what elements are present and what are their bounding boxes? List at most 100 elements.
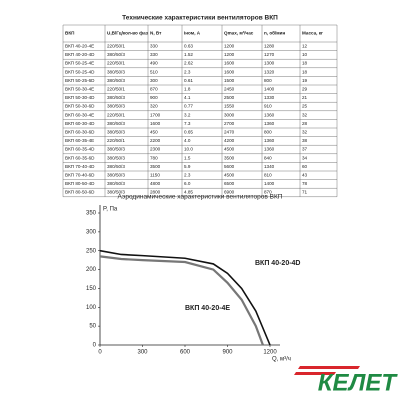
table-cell: 4200 <box>224 138 235 143</box>
curve-label: ВКП 40-20-4E <box>185 305 230 312</box>
table-cell: 2470 <box>224 130 235 135</box>
table-cell: ВКП 40-20-4D <box>65 52 95 57</box>
spec-table: ВКП U,В/Гц/кол-во фаз N, Вт Iном, А Qmax, м³… <box>62 24 338 198</box>
header-cell: N, Вт <box>150 31 162 36</box>
table-cell: 4500 <box>224 147 235 152</box>
table-cell: 380/50/3 <box>107 173 125 178</box>
table-cell: 1330 <box>264 95 275 100</box>
table-cell: 380/50/3 <box>107 130 125 135</box>
table-cell: 3500 <box>224 155 235 160</box>
table-cell: 2.3 <box>184 173 191 178</box>
table-cell: 490 <box>150 61 158 66</box>
table-cell: 37 <box>302 147 308 152</box>
table-cell: 4500 <box>224 173 235 178</box>
table-cell: ВКП 50-25-4Е <box>65 61 94 66</box>
y-tick-label: 150 <box>86 286 97 292</box>
x-tick-label: 300 <box>137 350 148 356</box>
table-cell: ВКП 60-30-4D <box>65 121 95 126</box>
table-cell: 1550 <box>224 104 235 109</box>
table-cell: 0.63 <box>184 44 193 49</box>
table-cell: 0.65 <box>184 130 193 135</box>
table-cell: 34 <box>302 155 308 160</box>
table-cell: 380/50/3 <box>107 95 125 100</box>
table-cell: 4.0 <box>184 138 191 143</box>
header-cell: ВКП <box>65 31 74 36</box>
table-cell: 1.52 <box>184 52 193 57</box>
table-cell: 32 <box>302 112 308 117</box>
table-cell: 2500 <box>224 95 235 100</box>
table-cell: 4.85 <box>184 190 193 195</box>
logo-stripe <box>294 372 336 375</box>
logo-text: КЕЛЕТ <box>318 369 399 396</box>
table-cell: 21 <box>302 95 308 100</box>
table-cell: 910 <box>264 104 272 109</box>
table-cell: 5.9 <box>184 164 191 169</box>
table-cell: ВКП 50-30-4Е <box>65 87 94 92</box>
table-cell: 2800 <box>150 190 161 195</box>
table-cell: 330 <box>150 44 158 49</box>
table-cell: 1270 <box>264 52 275 57</box>
table-cell: 840 <box>264 155 272 160</box>
y-tick-label: 250 <box>86 248 97 254</box>
table-cell: 220/50/1 <box>107 87 125 92</box>
table-cell: 3000 <box>224 112 235 117</box>
table-cell: 1700 <box>150 112 161 117</box>
table-cell: 2450 <box>224 87 235 92</box>
y-tick-label: 350 <box>86 211 97 217</box>
table-cell: 1360 <box>264 112 275 117</box>
table-cell: 380/50/3 <box>107 164 125 169</box>
curve-label: ВКП 40-20-4D <box>255 260 301 267</box>
table-cell: 870 <box>150 87 158 92</box>
table-cell: ВКП 60-30-6D <box>65 130 95 135</box>
table-cell: 6900 <box>224 190 235 195</box>
table-cell: 1200 <box>224 52 235 57</box>
table-cell: 10.0 <box>184 147 193 152</box>
x-tick-label: 1200 <box>263 350 277 356</box>
table-cell: ВКП 60-30-4Е <box>65 112 94 117</box>
table-cell: 3.2 <box>184 112 191 117</box>
table-cell: 12 <box>302 44 308 49</box>
table-title: Технические характеристики вентиляторов … <box>122 15 278 22</box>
table-cell: 1600 <box>224 69 235 74</box>
x-tick-label: 0 <box>98 350 102 356</box>
table-cell: 1300 <box>264 61 275 66</box>
table-cell: 510 <box>150 69 158 74</box>
y-tick-label: 100 <box>86 305 97 311</box>
table-cell: 1150 <box>150 173 160 178</box>
header-cell: Iном, А <box>184 31 201 36</box>
table-cell: 380/50/3 <box>107 147 125 152</box>
table-cell: 1400 <box>264 87 275 92</box>
table-cell: 18 <box>302 69 308 74</box>
table-cell: 800 <box>264 78 272 83</box>
table-cell: 220/50/1 <box>107 138 125 143</box>
table-cell: 220/50/1 <box>107 61 125 66</box>
table-cell: 1340 <box>264 164 275 169</box>
table-cell: ВКП 50-30-6D <box>65 104 95 109</box>
x-tick-label: 900 <box>222 350 233 356</box>
table-cell: 1600 <box>150 121 161 126</box>
table-cell: 10 <box>302 52 308 57</box>
table-cell: 6.0 <box>184 181 191 186</box>
table-cell: 1360 <box>264 147 275 152</box>
table-cell: 28 <box>302 121 308 126</box>
table-cell: 380/50/3 <box>107 181 125 186</box>
table-cell: 380/50/3 <box>107 155 125 160</box>
table-cell: 900 <box>150 95 158 100</box>
table-cell: ВКП 80-50-6D <box>65 190 95 195</box>
table-cell: 380/50/3 <box>107 78 125 83</box>
table-cell: ВКП 50-30-4D <box>65 95 95 100</box>
table-cell: 320 <box>150 104 158 109</box>
header-cell: n, об/мин <box>264 30 286 36</box>
table-cell: 1.8 <box>184 87 191 92</box>
table-cell: 1360 <box>264 121 275 126</box>
table-cell: 7.3 <box>184 121 191 126</box>
y-tick-label: 50 <box>89 324 96 330</box>
table-cell: 4.1 <box>184 95 191 100</box>
header-cell: Qmax, м³/час <box>224 31 254 36</box>
table-cell: 19 <box>302 78 308 83</box>
table-cell: 78 <box>302 181 308 186</box>
table-cell: 2.62 <box>184 61 193 66</box>
chart-title: Аэродинамические характеристики вентилят… <box>118 194 283 201</box>
